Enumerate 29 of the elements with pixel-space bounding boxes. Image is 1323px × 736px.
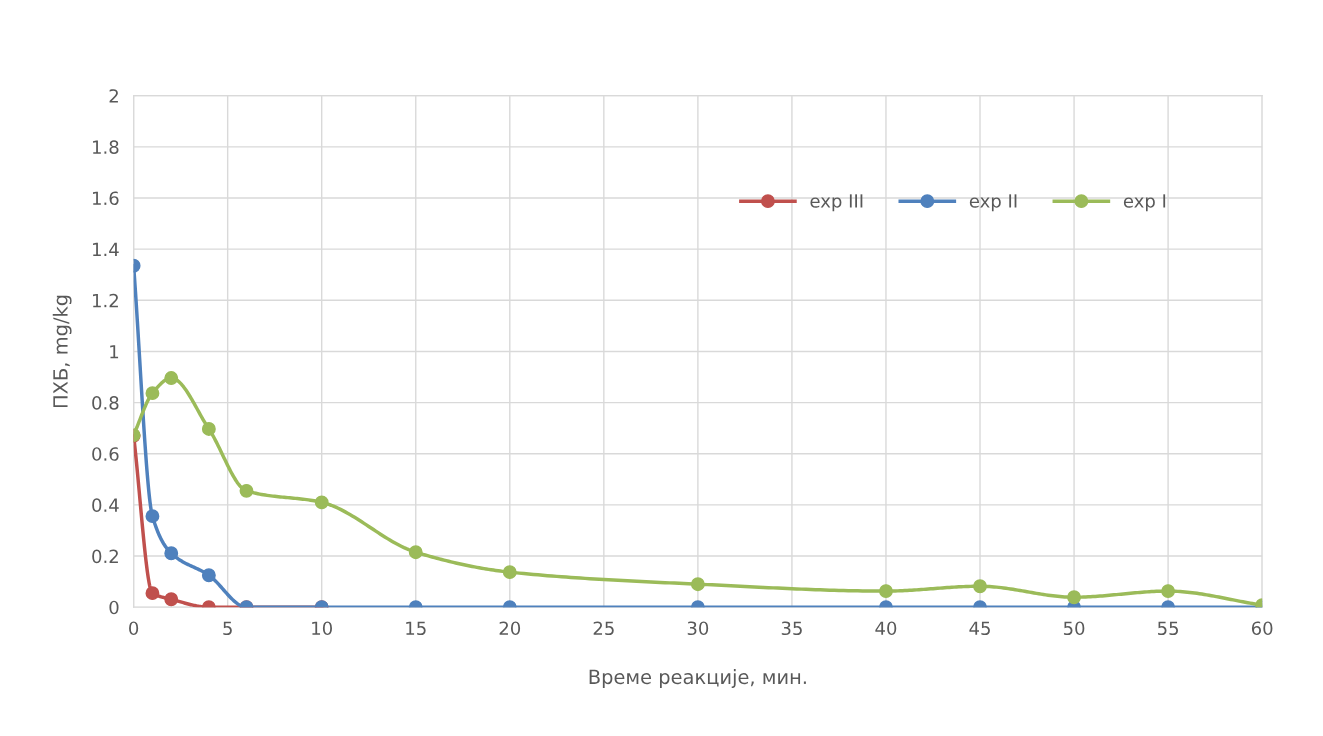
x-tick-label: 15	[406, 621, 426, 636]
x-tick-label: 30	[687, 621, 709, 636]
x-tick-label: 40	[875, 621, 897, 636]
x-tick-label: 55	[1158, 621, 1179, 636]
x-tick-label: 10	[312, 621, 332, 636]
x-tick-label: 60	[1251, 621, 1273, 636]
x-tick-label: 45	[969, 621, 990, 636]
x-tick-label: 5	[223, 621, 232, 636]
y-tick-label: 1	[110, 345, 119, 359]
y-tick-label: 2	[109, 89, 118, 103]
x-axis-title: Време реакције, мин.	[589, 669, 806, 688]
legend-label: exp III	[810, 194, 863, 212]
y-tick-label: 0.8	[92, 396, 119, 410]
x-tick-label: 50	[1063, 621, 1085, 636]
legend-label: exp II	[969, 194, 1017, 212]
y-tick-label: 0.6	[92, 447, 119, 461]
x-tick-label: 25	[593, 621, 614, 636]
legend-label: exp I	[1123, 194, 1166, 212]
y-tick-label: 1.6	[93, 191, 119, 206]
y-tick-label: 1.2	[93, 293, 118, 308]
x-tick-label: 20	[499, 621, 521, 636]
y-tick-label: 1.8	[93, 140, 119, 154]
y-tick-label: 1.4	[93, 242, 119, 256]
y-axis-title: ПХБ, mg/kg	[52, 295, 72, 408]
x-tick-label: 0	[129, 621, 139, 636]
y-tick-label: 0	[109, 600, 119, 615]
y-tick-label: 0.4	[92, 498, 119, 513]
y-tick-label: 0.2	[92, 549, 118, 564]
x-tick-label: 35	[781, 621, 802, 636]
